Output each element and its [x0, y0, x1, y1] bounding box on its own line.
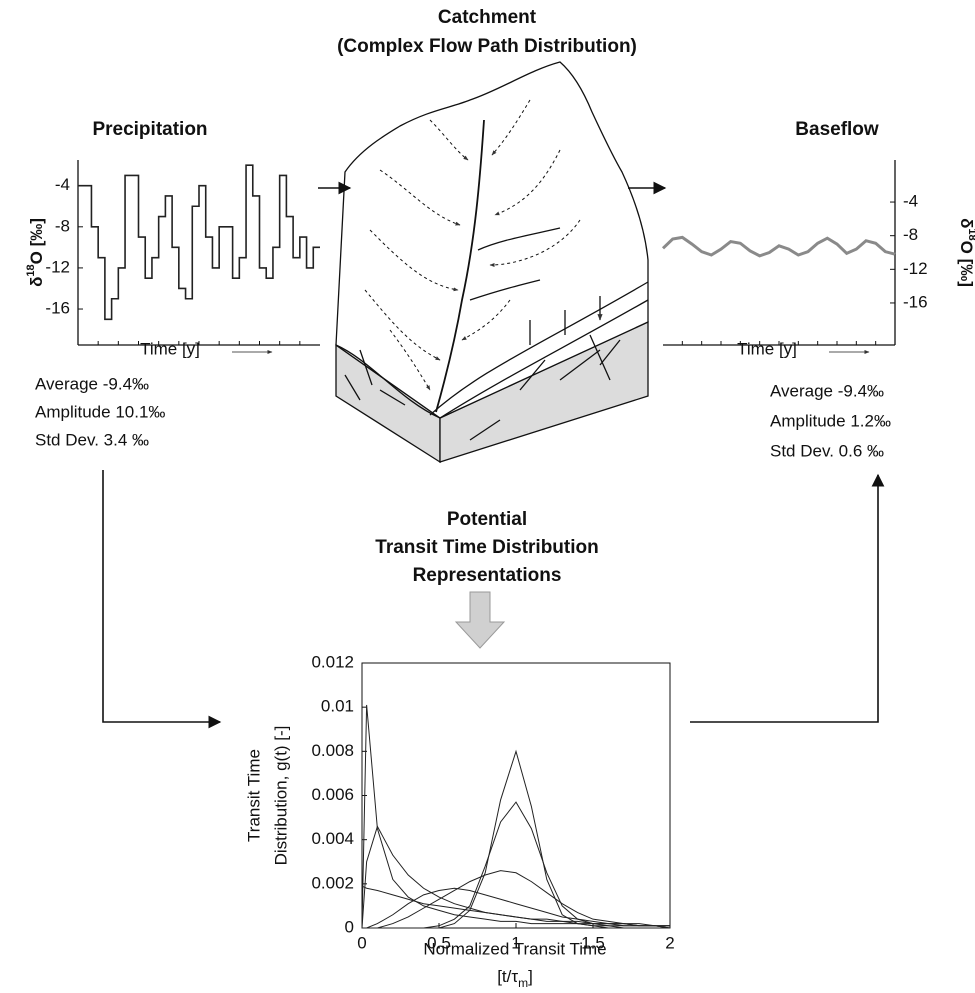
- y-tick-label: -8: [55, 216, 70, 235]
- stat-label: Amplitude 1.2‰: [770, 411, 891, 430]
- y-tick-label: 0.012: [311, 652, 354, 671]
- stat-label: Std Dev. 0.6 ‰: [770, 441, 884, 460]
- y-tick-label: -4: [55, 175, 70, 194]
- chart-title: Precipitation: [92, 119, 207, 140]
- figure: Catchment (Complex Flow Path Distributio…: [0, 0, 975, 993]
- catchment-illustration: [336, 62, 648, 462]
- x-axis-unit-part: m: [518, 976, 528, 990]
- y-tick-label: -16: [45, 299, 70, 318]
- y-tick-label: -12: [903, 259, 928, 278]
- x-tick-label: 2: [665, 933, 674, 952]
- stat-label: Average -9.4‰: [770, 381, 884, 400]
- distribution-curve: [362, 888, 670, 928]
- y-tick-label: -16: [903, 292, 928, 311]
- y-axis-label-part: 18: [25, 264, 37, 276]
- figure-title: Catchment: [438, 7, 537, 28]
- data-line: [78, 165, 320, 319]
- figure-subtitle: (Complex Flow Path Distribution): [337, 36, 637, 57]
- distribution-curve: [362, 826, 670, 928]
- y-tick-label: 0.008: [311, 741, 354, 760]
- distribution-curve: [362, 751, 670, 928]
- stat-label: Amplitude 10.1‰: [35, 402, 165, 421]
- y-tick-label: -8: [903, 225, 918, 244]
- x-axis-label: Time [y]: [737, 339, 797, 358]
- distribution-curve: [362, 802, 670, 928]
- x-axis-unit-part: [t/τ: [497, 967, 518, 986]
- y-tick-label: 0.006: [311, 785, 354, 804]
- chart-title: Transit Time Distribution: [375, 537, 598, 558]
- y-axis-label-part: 18: [966, 228, 975, 240]
- stat-label: Average -9.4‰: [35, 374, 149, 393]
- y-tick-label: 0.004: [311, 829, 354, 848]
- y-axis-label-part: δ: [957, 218, 975, 228]
- x-axis-label: Time [y]: [140, 339, 200, 358]
- y-axis-label-part: O [‰]: [957, 241, 975, 287]
- y-axis-label-part: O [‰]: [27, 218, 46, 264]
- y-tick-label: 0.002: [311, 873, 354, 892]
- x-axis-unit-part: ]: [528, 967, 533, 986]
- y-axis-label: Transit Time: [244, 749, 263, 842]
- y-axis-label: δ18O [‰]: [25, 218, 47, 287]
- block-arrow: [456, 592, 504, 648]
- x-axis-unit: [t/τm]: [497, 967, 533, 990]
- data-line: [663, 237, 895, 256]
- y-tick-label: 0: [345, 917, 354, 936]
- y-axis-label: δ18O [‰]: [957, 218, 975, 287]
- distribution-curve: [362, 705, 670, 928]
- y-tick-label: -12: [45, 257, 70, 276]
- plot-frame: [362, 663, 670, 928]
- y-tick-label: 0.01: [321, 697, 354, 716]
- chart-title: Potential: [447, 509, 527, 530]
- y-axis-label-part: δ: [27, 277, 46, 287]
- chart-title: Representations: [413, 565, 562, 586]
- y-tick-label: -4: [903, 192, 918, 211]
- stat-label: Std Dev. 3.4 ‰: [35, 430, 149, 449]
- y-axis-label: Distribution, g(t) [-]: [271, 726, 290, 866]
- x-axis-label: Normalized Transit Time: [423, 939, 606, 958]
- x-tick-label: 0: [357, 933, 366, 952]
- distribution-curve: [362, 886, 670, 926]
- chart-title: Baseflow: [795, 119, 879, 140]
